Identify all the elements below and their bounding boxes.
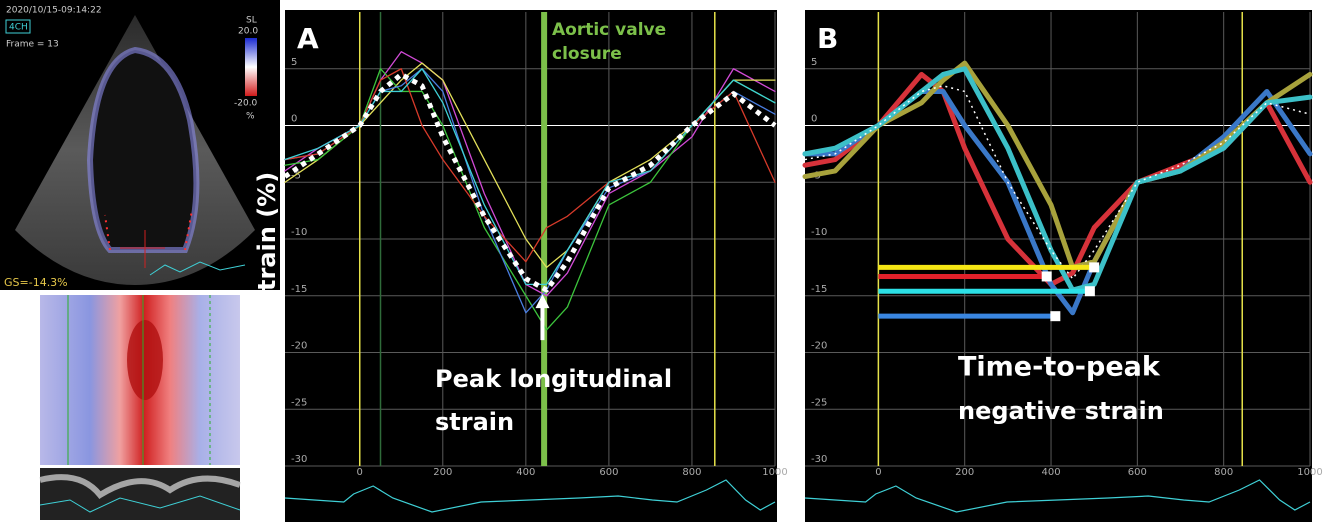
time-to-peak-marker bbox=[1050, 311, 1060, 321]
timestamp: 2020/10/15-09:14:22 bbox=[6, 6, 102, 16]
y-tick-label: 5 bbox=[811, 57, 817, 68]
figure: 2020/10/15-09:14:22 4CH Frame = 13 SL20.0 -2… bbox=[0, 0, 1325, 522]
y-tick-label: -30 bbox=[811, 454, 827, 465]
scale-min: -20.0 bbox=[234, 99, 258, 109]
y-tick-label: 0 bbox=[291, 114, 297, 125]
y-tick-label: 0 bbox=[811, 114, 817, 125]
y-tick-label: 5 bbox=[291, 57, 297, 68]
view-label: 4CH bbox=[9, 23, 28, 33]
x-tick-label: 600 bbox=[599, 467, 618, 478]
scale-title: SL bbox=[246, 16, 257, 26]
y-tick-label: -30 bbox=[291, 454, 307, 465]
y-axis-label: Strain (%) bbox=[253, 172, 281, 308]
x-tick-label: 1000 bbox=[762, 467, 787, 478]
x-tick-label: 0 bbox=[357, 467, 363, 478]
panel-a-bg bbox=[285, 10, 777, 522]
y-tick-label: -15 bbox=[291, 284, 307, 295]
scale-unit: % bbox=[246, 112, 255, 122]
frame-label: Frame = 13 bbox=[6, 40, 59, 50]
x-tick-label: 400 bbox=[516, 467, 535, 478]
panel-letter: A bbox=[297, 22, 319, 55]
scale-max: 20.0 bbox=[238, 27, 258, 37]
x-tick-label: 600 bbox=[1128, 467, 1147, 478]
event-label: closure bbox=[552, 44, 622, 64]
x-tick-label: 200 bbox=[433, 467, 452, 478]
global-strain: GS=-14.3% bbox=[4, 276, 68, 289]
annotation: negative strain bbox=[958, 397, 1164, 425]
y-tick-label: -15 bbox=[811, 284, 827, 295]
y-tick-label: -25 bbox=[291, 397, 307, 408]
annotation: Time-to-peak bbox=[958, 352, 1161, 383]
page: 2020/10/15-09:14:22 4CH Frame = 13 SL20.0 -2… bbox=[0, 0, 1325, 522]
y-tick-label: -10 bbox=[291, 227, 307, 238]
time-to-peak-marker bbox=[1042, 271, 1052, 281]
x-tick-label: 200 bbox=[955, 467, 974, 478]
x-tick-label: 800 bbox=[682, 467, 701, 478]
event-label: Aortic valve bbox=[552, 20, 666, 40]
x-tick-label: 400 bbox=[1041, 467, 1060, 478]
y-tick-label: -20 bbox=[811, 341, 827, 352]
y-tick-label: -10 bbox=[811, 227, 827, 238]
x-tick-label: 0 bbox=[875, 467, 881, 478]
y-tick-label: -20 bbox=[291, 341, 307, 352]
strain-map-core bbox=[127, 320, 163, 400]
time-to-peak-marker bbox=[1089, 262, 1099, 272]
time-to-peak-marker bbox=[1085, 286, 1095, 296]
panel-letter: B bbox=[817, 22, 838, 55]
x-tick-label: 800 bbox=[1214, 467, 1233, 478]
y-tick-label: -25 bbox=[811, 397, 827, 408]
x-tick-label: 1000 bbox=[1297, 467, 1322, 478]
color-bar bbox=[245, 38, 257, 96]
annotation: strain bbox=[435, 408, 514, 436]
annotation: Peak longitudinal bbox=[435, 365, 672, 393]
